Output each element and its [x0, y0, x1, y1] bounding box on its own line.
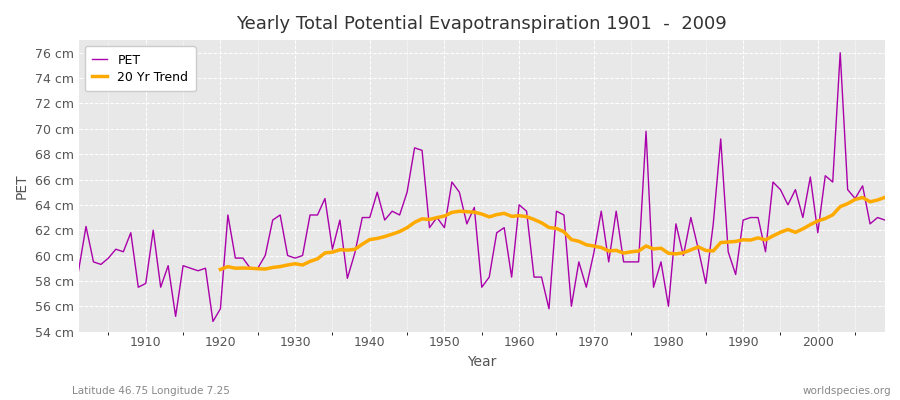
20 Yr Trend	[768, 234, 778, 238]
Legend: PET, 20 Yr Trend: PET, 20 Yr Trend	[85, 46, 196, 91]
PET	[835, 50, 846, 55]
Title: Yearly Total Potential Evapotranspiration 1901  -  2009: Yearly Total Potential Evapotranspiratio…	[237, 15, 727, 33]
Line: 20 Yr Trend: 20 Yr Trend	[220, 197, 885, 270]
PET	[304, 212, 315, 217]
PET	[73, 268, 84, 273]
PET	[611, 209, 622, 214]
20 Yr Trend	[879, 195, 890, 200]
20 Yr Trend	[678, 250, 688, 255]
PET	[208, 319, 219, 324]
Line: PET: PET	[78, 53, 885, 322]
PET	[521, 209, 532, 214]
20 Yr Trend	[782, 227, 793, 232]
PET	[879, 218, 890, 222]
X-axis label: Year: Year	[467, 355, 497, 369]
PET	[514, 202, 525, 207]
Y-axis label: PET: PET	[15, 173, 29, 199]
20 Yr Trend	[850, 197, 860, 202]
PET	[349, 251, 360, 256]
20 Yr Trend	[417, 216, 428, 221]
20 Yr Trend	[304, 259, 315, 264]
Text: Latitude 46.75 Longitude 7.25: Latitude 46.75 Longitude 7.25	[72, 386, 230, 396]
PET	[133, 285, 144, 290]
20 Yr Trend	[215, 267, 226, 272]
Text: worldspecies.org: worldspecies.org	[803, 386, 891, 396]
